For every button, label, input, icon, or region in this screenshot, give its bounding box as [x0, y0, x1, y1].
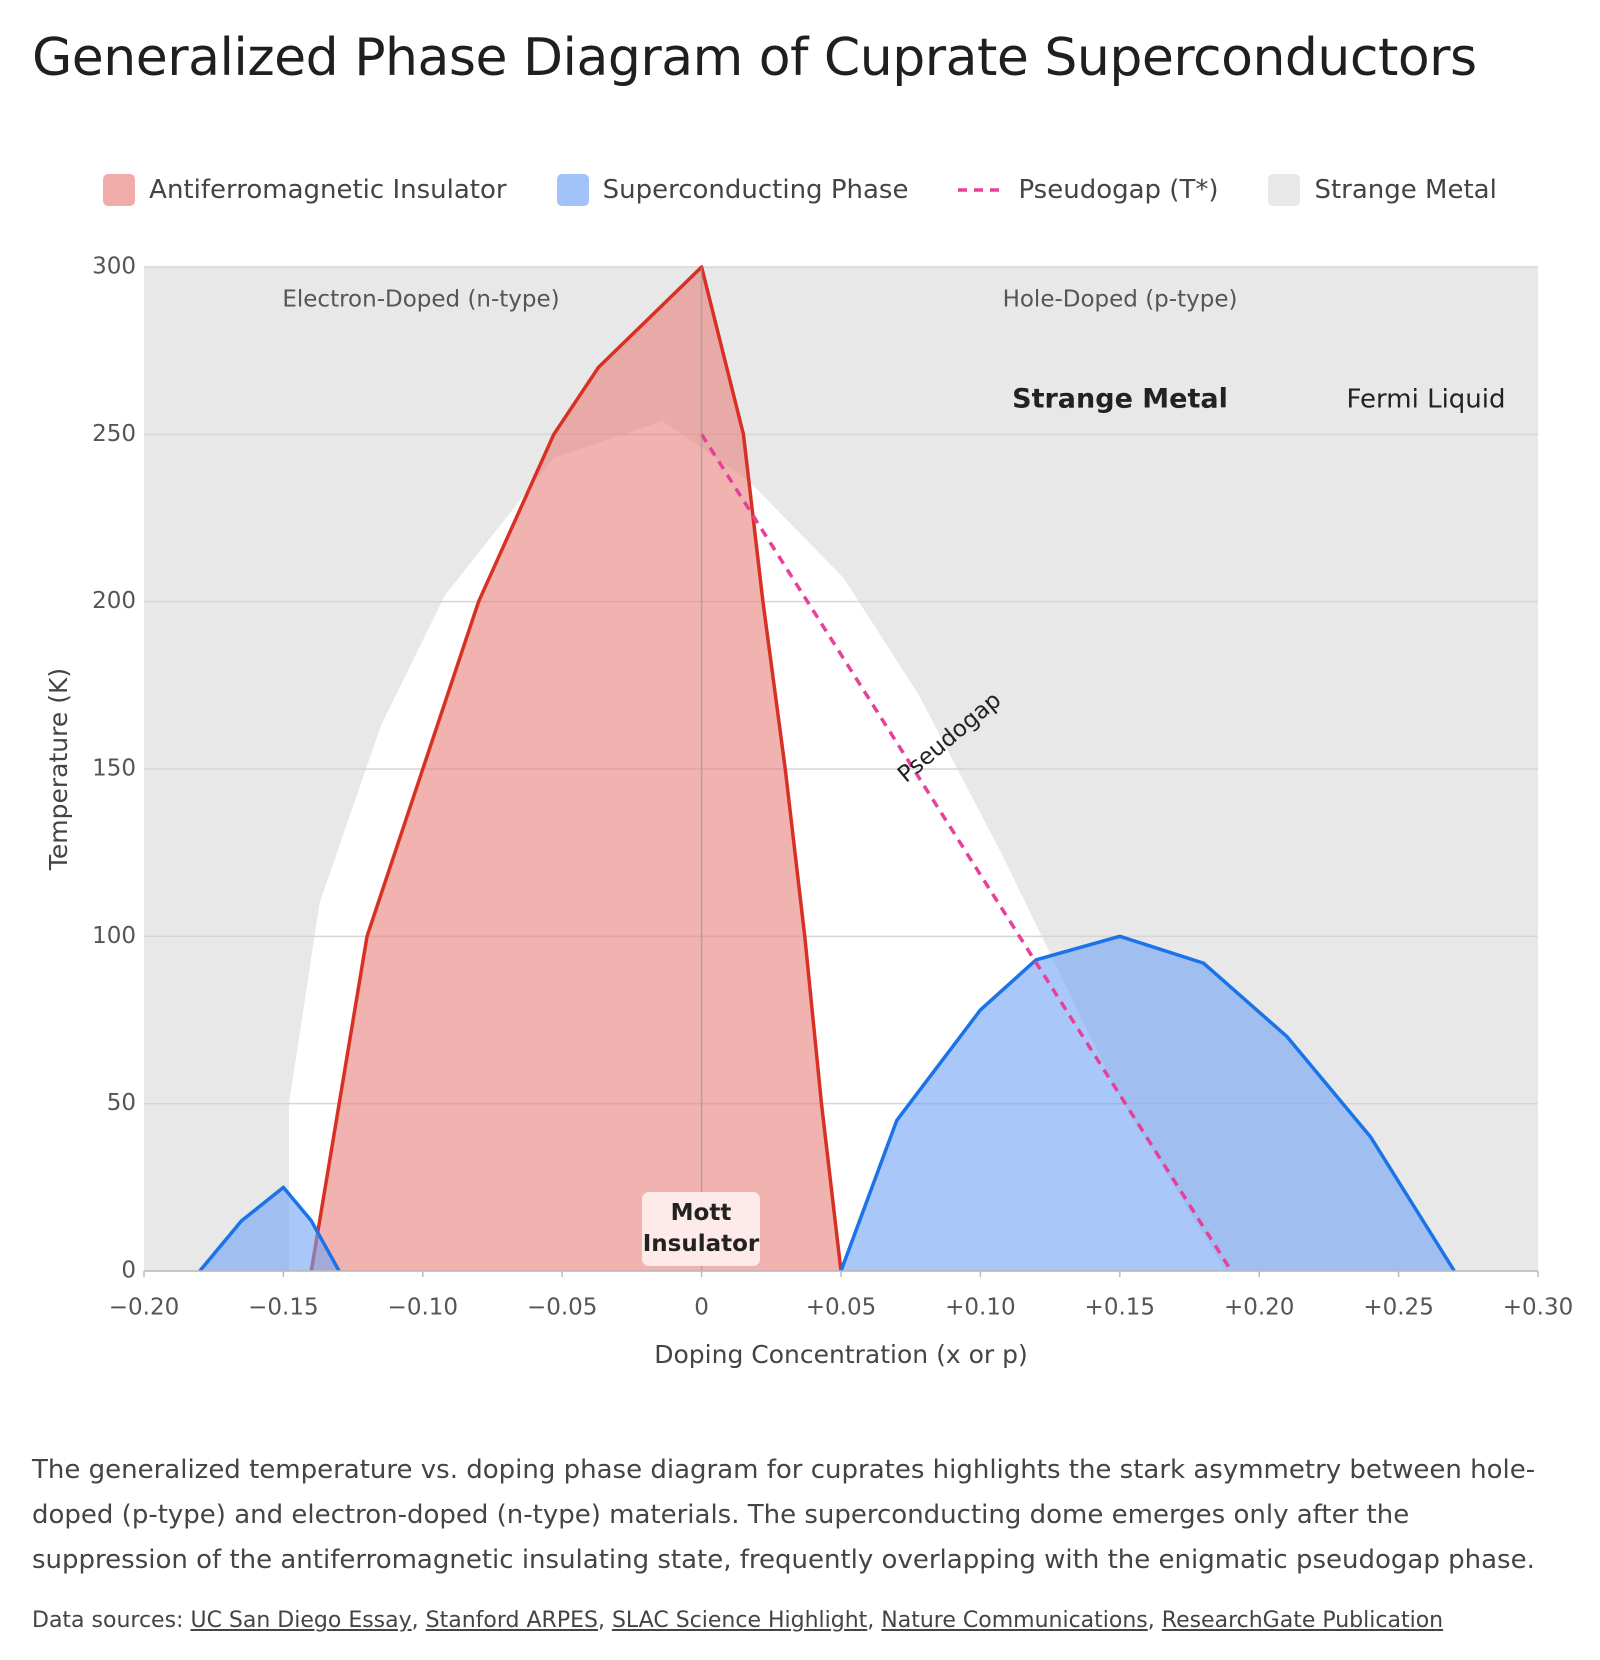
x-tick-label: +0.25 — [1363, 1295, 1433, 1321]
source-link[interactable]: ResearchGate Publication — [1161, 1608, 1444, 1633]
chart: 0 50 100 150 200 250 300 −0.20 −0.15 −0.10 −0.05 0 +… — [44, 254, 1573, 1370]
legend-item: Strange Metal — [1268, 174, 1497, 206]
y-tick-label: 100 — [92, 923, 136, 949]
x-tick-label: −0.05 — [527, 1295, 597, 1321]
legend-swatch — [556, 174, 589, 206]
x-tick-label: +0.10 — [945, 1295, 1015, 1321]
y-tick-label: 200 — [92, 588, 136, 614]
legend-swatch — [103, 174, 136, 206]
y-tick-label: 300 — [92, 254, 136, 280]
annotation: Strange Metal — [1012, 384, 1228, 415]
legend-label: Pseudogap (T*) — [1018, 175, 1219, 205]
y-tick-label: 0 — [121, 1258, 136, 1284]
x-tick-label: +0.05 — [806, 1295, 876, 1321]
x-tick-label: +0.20 — [1224, 1295, 1294, 1321]
legend-item: Pseudogap (T*) — [958, 174, 1218, 206]
chart-title: Generalized Phase Diagram of Cuprate Sup… — [32, 28, 1477, 88]
y-tick-label: 50 — [107, 1090, 136, 1116]
x-tick-label: +0.30 — [1503, 1295, 1573, 1321]
source-link[interactable]: UC San Diego Essay — [190, 1608, 412, 1633]
annotation: Mott Insulator — [642, 1192, 760, 1266]
legend-swatch — [1268, 174, 1301, 206]
area-fill — [311, 267, 841, 1271]
source-link[interactable]: SLAC Science Highlight — [611, 1608, 868, 1633]
x-tick-label: 0 — [694, 1295, 709, 1321]
source-link[interactable]: Nature Communications — [881, 1608, 1148, 1633]
legend-item: Superconducting Phase — [556, 174, 909, 206]
legend: Antiferromagnetic Insulator Superconducti… — [0, 174, 1600, 206]
x-tick-label: +0.15 — [1085, 1295, 1155, 1321]
y-tick-label: 250 — [92, 421, 136, 447]
y-tick-label: 150 — [92, 756, 136, 782]
annotation: Electron-Doped (n-type) — [282, 287, 559, 313]
area-fill — [841, 936, 1455, 1271]
area-outline — [309, 265, 843, 1272]
pseudogap-line — [700, 433, 1233, 1272]
legend-label: Strange Metal — [1314, 175, 1497, 205]
annotation: Hole-Doped (p-type) — [1003, 287, 1238, 313]
sources: Data sources: UC San Diego Essay, Stanfo… — [32, 1608, 1444, 1633]
area-outline — [839, 934, 1456, 1272]
source-link[interactable]: Stanford ARPES — [425, 1608, 598, 1633]
y-axis-label: Temperature (K) — [44, 668, 73, 871]
x-tick-label: −0.20 — [109, 1295, 179, 1321]
x-tick-label: −0.15 — [248, 1295, 318, 1321]
legend-item: Antiferromagnetic Insulator — [103, 174, 507, 206]
x-tick-label: −0.10 — [388, 1295, 458, 1321]
x-axis-label: Doping Concentration (x or p) — [654, 1340, 1027, 1369]
legend-label: Antiferromagnetic Insulator — [149, 175, 507, 205]
description: The generalized temperature vs. doping p… — [32, 1455, 1536, 1575]
area-fill — [199, 1187, 340, 1271]
area-outline — [198, 1185, 341, 1273]
legend-label: Superconducting Phase — [602, 175, 909, 205]
annotation: Fermi Liquid — [1347, 385, 1506, 415]
sources-label: Data sources: — [32, 1608, 184, 1633]
legend-swatch — [958, 188, 1005, 192]
